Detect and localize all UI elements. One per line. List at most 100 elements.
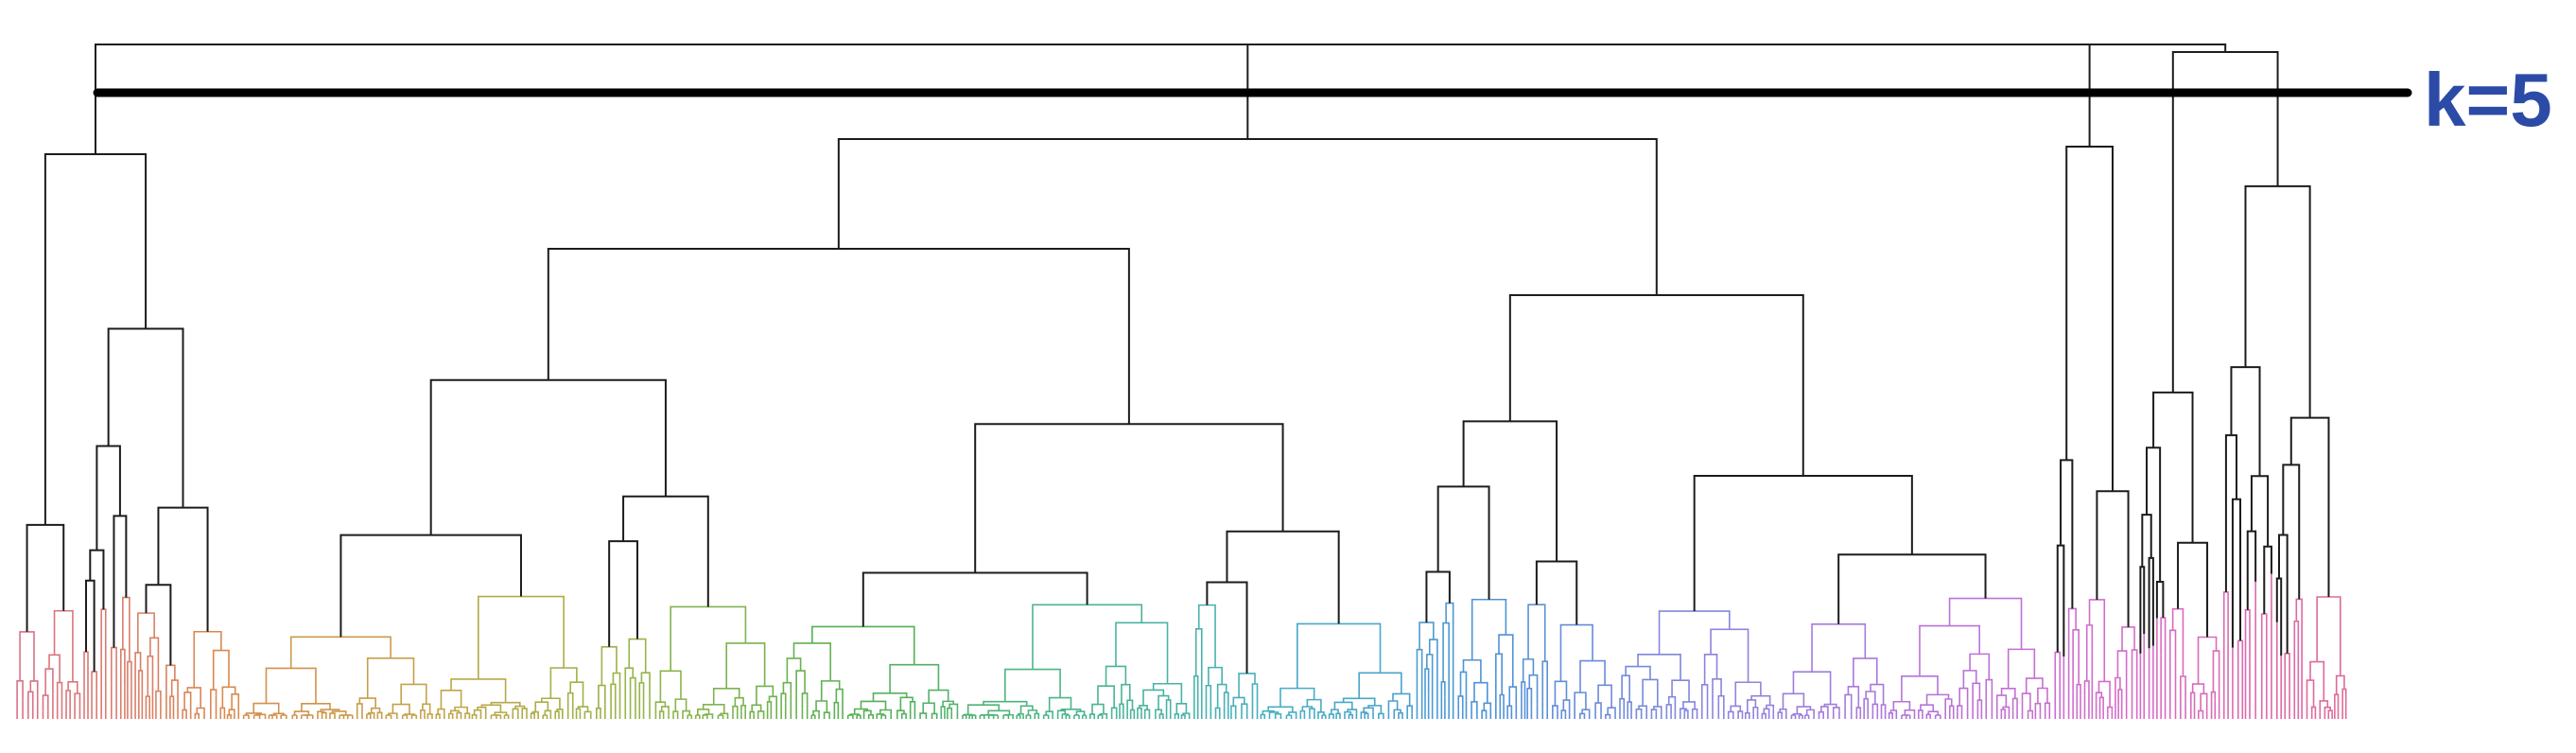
- merge-link: [437, 708, 445, 715]
- merge-link: [1091, 703, 1105, 715]
- merge-link: [549, 667, 578, 699]
- merge-link: [974, 423, 1284, 573]
- merge-link: [1703, 653, 1718, 685]
- merge-link: [801, 692, 809, 709]
- merge-link: [42, 694, 49, 711]
- merge-link: [876, 713, 885, 715]
- merge-link: [1251, 683, 1259, 700]
- merge-link: [931, 712, 938, 715]
- merge-link: [2011, 697, 2018, 711]
- merge-link: [1061, 713, 1069, 715]
- merge-link: [194, 712, 200, 715]
- merge-link: [1406, 705, 1413, 715]
- merge-link: [1972, 682, 1981, 708]
- merge-link: [531, 710, 539, 715]
- merge-link: [629, 676, 636, 692]
- merge-link: [1683, 709, 1689, 714]
- merge-link: [900, 712, 907, 715]
- merge-link: [1142, 689, 1165, 706]
- merge-link: [157, 506, 209, 632]
- merge-link: [547, 248, 1130, 425]
- merge-link: [2025, 677, 2044, 694]
- merge-link: [170, 679, 179, 701]
- merge-link: [1904, 709, 1916, 715]
- merge-link: [1792, 671, 1832, 705]
- merge-link: [575, 708, 582, 712]
- merge-link: [1060, 709, 1082, 712]
- merge-link: [1387, 700, 1399, 713]
- merge-link: [1462, 420, 1558, 562]
- merge-link: [1818, 710, 1824, 715]
- merge-link: [2056, 544, 2065, 657]
- merge-link: [212, 649, 230, 691]
- merge-link: [1642, 678, 1659, 707]
- merge-link: [1574, 692, 1587, 711]
- merge-link: [612, 672, 621, 685]
- merge-link: [2098, 696, 2104, 709]
- merge-link: [1901, 674, 1939, 702]
- merge-link: [1700, 684, 1709, 700]
- merge-link: [1766, 704, 1775, 709]
- merge-link: [712, 687, 740, 705]
- merge-link: [1317, 711, 1325, 715]
- merge-link: [942, 700, 955, 708]
- merge-link: [1554, 680, 1568, 707]
- merge-link: [2072, 629, 2080, 692]
- merge-link: [1471, 701, 1478, 710]
- merge-link: [2148, 556, 2154, 649]
- merge-link: [400, 683, 427, 705]
- merge-link: [490, 701, 521, 707]
- merge-link: [1143, 709, 1151, 713]
- merge-link: [1089, 713, 1096, 715]
- merge-link: [494, 711, 508, 715]
- merge-link: [44, 153, 148, 525]
- merge-link: [628, 638, 647, 674]
- merge-link: [186, 687, 201, 709]
- merge-link: [1241, 703, 1248, 713]
- merge-link: [2244, 608, 2251, 659]
- merge-link: [1985, 678, 1993, 702]
- merge-link: [1205, 684, 1212, 694]
- merge-link: [1782, 692, 1805, 709]
- merge-link: [1462, 658, 1482, 683]
- merge-link: [96, 445, 121, 551]
- merge-link: [835, 688, 844, 703]
- merge-link: [231, 693, 240, 712]
- merge-link: [1653, 706, 1662, 715]
- merge-link: [1440, 680, 1446, 698]
- merge-link: [1820, 706, 1829, 712]
- merge-link: [1034, 712, 1040, 715]
- merge-link: [134, 652, 142, 699]
- merge-link: [1392, 692, 1411, 707]
- merge-link: [2007, 648, 2036, 689]
- merge-link: [782, 681, 792, 694]
- merge-link: [2275, 577, 2283, 657]
- merge-link: [2021, 692, 2031, 711]
- merge-link: [2121, 626, 2135, 652]
- merge-link: [2044, 702, 2051, 714]
- merge-link: [1363, 707, 1374, 712]
- merge-link: [2115, 676, 2121, 690]
- merge-link: [749, 710, 755, 715]
- merge-link: [450, 678, 507, 703]
- merge-link: [596, 707, 601, 714]
- merge-link: [1559, 623, 1593, 682]
- merge-link: [1416, 648, 1423, 689]
- merge-link: [2244, 184, 2311, 418]
- merge-link: [1398, 711, 1403, 715]
- merge-link: [2212, 650, 2220, 692]
- merge-link: [2171, 51, 2279, 393]
- merge-link: [2289, 416, 2330, 597]
- merge-link: [1158, 713, 1164, 715]
- merge-link: [1522, 658, 1535, 682]
- merge-link: [674, 698, 688, 712]
- merge-link: [1226, 530, 1340, 624]
- merge-link: [2168, 629, 2177, 660]
- merge-link: [922, 702, 935, 714]
- merge-link: [1579, 712, 1586, 715]
- merge-link: [598, 684, 606, 709]
- merge-link: [1581, 709, 1591, 714]
- merge-link: [317, 710, 325, 713]
- merge-link: [2306, 679, 2315, 708]
- merge-link: [210, 689, 218, 703]
